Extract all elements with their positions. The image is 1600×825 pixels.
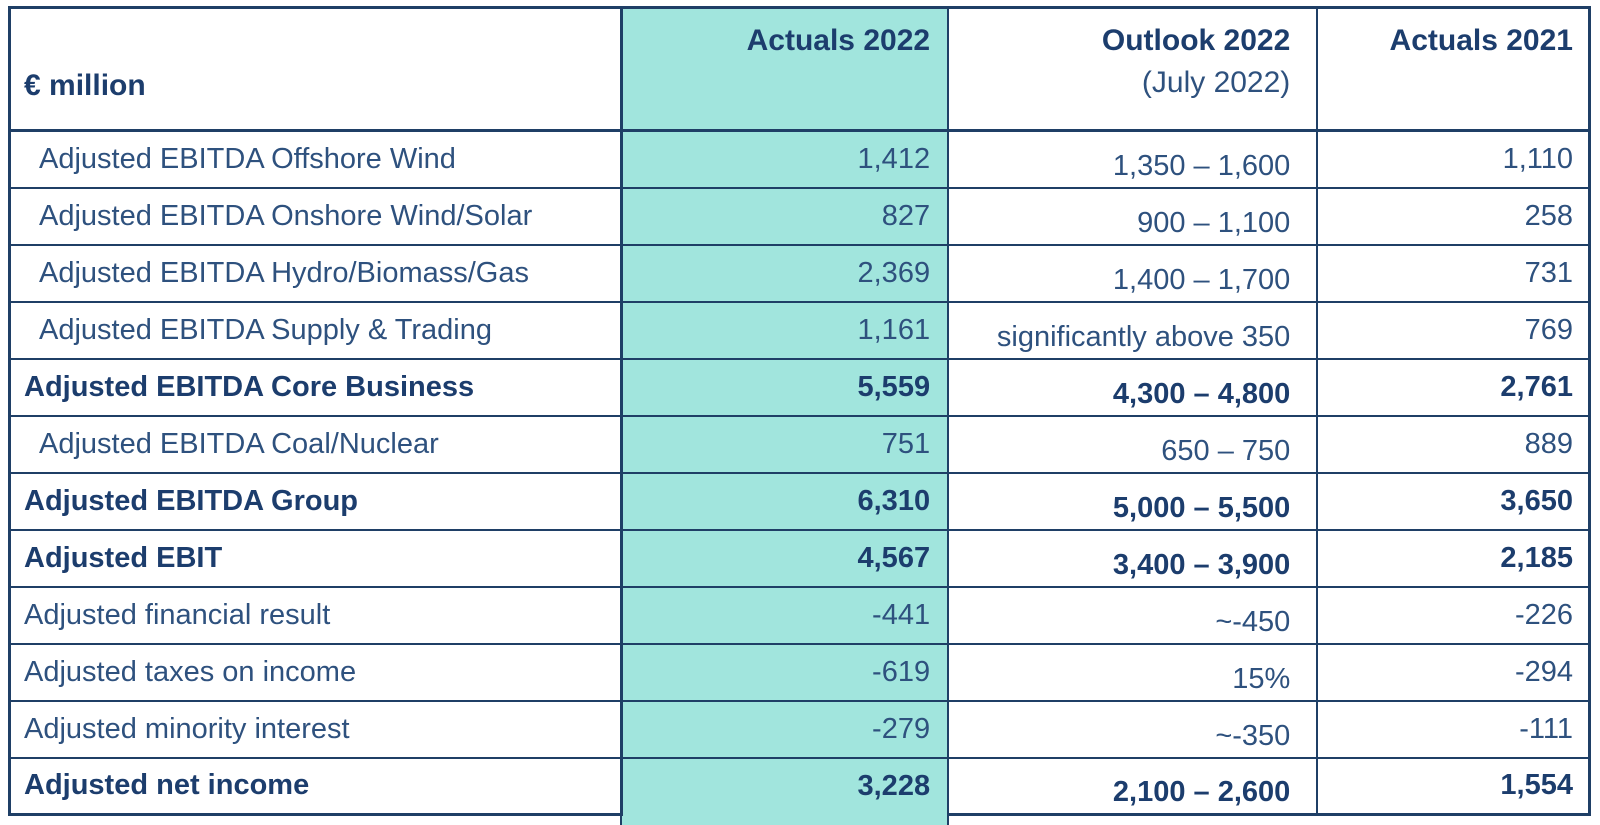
actuals-2022-value: -441 xyxy=(620,585,950,645)
row-label: Adjusted EBITDA Offshore Wind xyxy=(7,129,623,189)
table-row: Adjusted EBITDA Coal/Nuclear 751 650 – 7… xyxy=(7,414,1592,474)
outlook-2022-value: 3,400 – 3,900 xyxy=(947,528,1319,588)
actuals-2021-value: 1,554 xyxy=(1316,756,1592,816)
row-label: Adjusted EBITDA Supply & Trading xyxy=(7,300,623,360)
outlook-2022-value: 15% xyxy=(947,642,1319,702)
table-row: Adjusted EBITDA Onshore Wind/Solar 827 9… xyxy=(7,186,1592,246)
actuals-2021-value: 769 xyxy=(1316,300,1592,360)
actuals-2021-value: -111 xyxy=(1316,699,1592,759)
row-label: Adjusted financial result xyxy=(7,585,623,645)
row-label: Adjusted EBITDA Hydro/Biomass/Gas xyxy=(7,243,623,303)
outlook-2022-title: Outlook 2022 xyxy=(1101,24,1291,57)
table-row: Adjusted EBITDA Offshore Wind 1,412 1,35… xyxy=(7,129,1592,189)
table-row-total: Adjusted net income 3,228 2,100 – 2,600 … xyxy=(7,756,1592,816)
actuals-2022-value: 1,412 xyxy=(620,129,950,189)
column-header-outlook-2022: Outlook 2022 (July 2022) xyxy=(947,6,1319,132)
actuals-2021-value: -226 xyxy=(1316,585,1592,645)
actuals-2021-value: 731 xyxy=(1316,243,1592,303)
table-row-total: Adjusted EBITDA Core Business 5,559 4,30… xyxy=(7,357,1592,417)
row-label: Adjusted EBIT xyxy=(7,528,623,588)
actuals-2022-value: 3,228 xyxy=(620,756,950,815)
outlook-2022-value: 1,400 – 1,700 xyxy=(947,243,1319,303)
actuals-2021-value: 3,650 xyxy=(1316,471,1592,531)
row-label: Adjusted minority interest xyxy=(7,699,623,759)
actuals-2022-value: 2,369 xyxy=(620,243,950,303)
actuals-2022-value: 751 xyxy=(620,414,950,474)
outlook-2022-value: 4,300 – 4,800 xyxy=(947,357,1319,417)
outlook-2022-value: ~-350 xyxy=(947,699,1319,759)
actuals-2022-value: -279 xyxy=(620,699,950,759)
row-label: Adjusted EBITDA Core Business xyxy=(7,357,623,417)
row-label: Adjusted EBITDA Coal/Nuclear xyxy=(7,414,623,474)
table-row: Adjusted financial result -441 ~-450 -22… xyxy=(7,585,1592,645)
actuals-2022-value: -619 xyxy=(620,642,950,702)
outlook-2022-subtitle: (July 2022) xyxy=(1141,66,1291,99)
header-row: € million Actuals 2022 Outlook 2022 (Jul… xyxy=(7,6,1592,132)
table-row: Adjusted EBITDA Hydro/Biomass/Gas 2,369 … xyxy=(7,243,1592,303)
actuals-2021-value: 889 xyxy=(1316,414,1592,474)
actuals-2021-value: 2,185 xyxy=(1316,528,1592,588)
column-header-actuals-2022: Actuals 2022 xyxy=(620,6,950,132)
actuals-2021-value: -294 xyxy=(1316,642,1592,702)
actuals-2022-value: 5,559 xyxy=(620,357,950,417)
table-row: Adjusted EBITDA Supply & Trading 1,161 s… xyxy=(7,300,1592,360)
table-row: Adjusted minority interest -279 ~-350 -1… xyxy=(7,699,1592,759)
table-row: Adjusted taxes on income -619 15% -294 xyxy=(7,642,1592,702)
outlook-2022-value: 900 – 1,100 xyxy=(947,186,1319,246)
row-label: Adjusted taxes on income xyxy=(7,642,623,702)
actuals-2022-value: 4,567 xyxy=(620,528,950,588)
outlook-2022-value: significantly above 350 xyxy=(947,300,1319,360)
actuals-2022-value: 827 xyxy=(620,186,950,246)
financial-results-table: € million Actuals 2022 Outlook 2022 (Jul… xyxy=(7,6,1592,816)
outlook-2022-value: 650 – 750 xyxy=(947,414,1319,474)
actuals-2022-value: 1,161 xyxy=(620,300,950,360)
actuals-2022-value: 6,310 xyxy=(620,471,950,531)
outlook-2022-value: 2,100 – 2,600 xyxy=(947,756,1319,816)
actuals-2021-value: 258 xyxy=(1316,186,1592,246)
actuals-2021-value: 2,761 xyxy=(1316,357,1592,417)
actuals-2021-value: 1,110 xyxy=(1316,129,1592,189)
row-label: Adjusted net income xyxy=(7,756,623,816)
table-row-total: Adjusted EBITDA Group 6,310 5,000 – 5,50… xyxy=(7,471,1592,531)
row-label: Adjusted EBITDA Onshore Wind/Solar xyxy=(7,186,623,246)
table-row-total: Adjusted EBIT 4,567 3,400 – 3,900 2,185 xyxy=(7,528,1592,588)
unit-header: € million xyxy=(7,6,623,132)
column-header-actuals-2021: Actuals 2021 xyxy=(1316,6,1592,132)
outlook-2022-value: 1,350 – 1,600 xyxy=(947,129,1319,189)
outlook-2022-value: ~-450 xyxy=(947,585,1319,645)
outlook-2022-value: 5,000 – 5,500 xyxy=(947,471,1319,531)
row-label: Adjusted EBITDA Group xyxy=(7,471,623,531)
